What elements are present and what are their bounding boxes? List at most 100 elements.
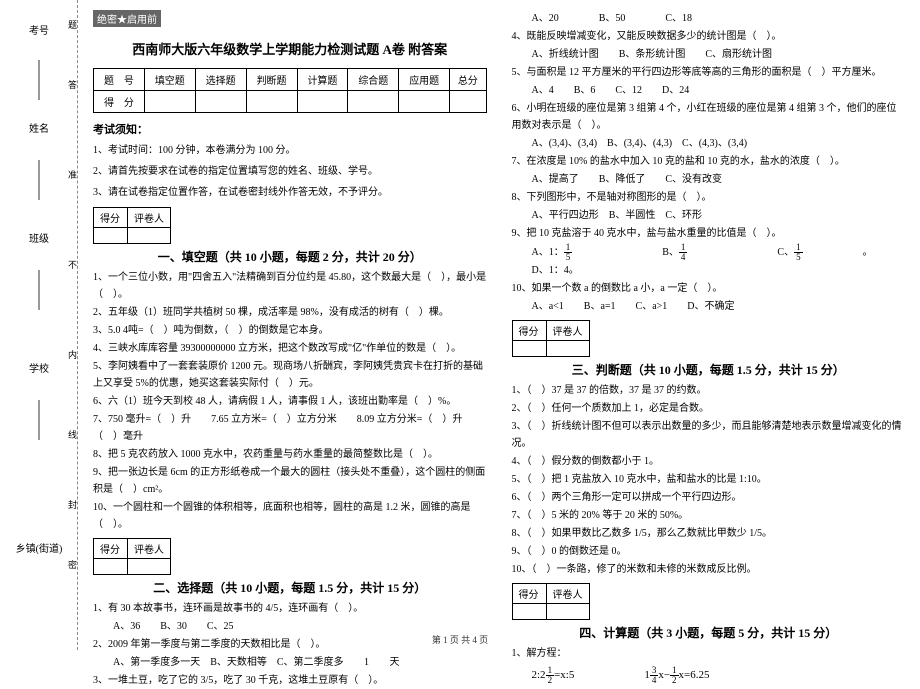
binding-hint: 答 [66, 80, 79, 107]
judge-item: 6、（ ）两个三角形一定可以拼成一个平行四边形。 [512, 489, 906, 506]
mini-score: 得分 [94, 208, 128, 228]
judge-item: 2、（ ）任何一个质数加上 1，必定是合数。 [512, 400, 906, 417]
notice-list: 1、考试时间：100 分钟，本卷满分为 100 分。 2、请首先按要求在试卷的指定… [93, 141, 487, 202]
opts-line: A、20 B、50 C、18 [512, 10, 906, 27]
opts-line: A、第一季度多一天 B、天数相等 C、第二季度多 1 天 [93, 654, 487, 671]
score-header-cell: 填空题 [144, 69, 195, 91]
judge-item: 8、（ ）如果甲数比乙数多 1/5，那么乙数就比甲数少 1/5。 [512, 525, 906, 542]
binding-label: 班级 [0, 230, 78, 245]
binding-hint: 内 [66, 350, 79, 377]
score-mini-2: 得分评卷人 [93, 538, 171, 575]
score-mini-1: 得分评卷人 [93, 207, 171, 244]
section1-title: 一、填空题（共 10 小题，每题 2 分，共计 20 分） [93, 248, 487, 265]
notice-title: 考试须知： [93, 121, 487, 137]
binding-label: 乡镇(街道) [0, 540, 78, 555]
score-cell [348, 91, 399, 113]
judge-item: 1、（ ）37 是 37 的倍数，37 是 37 的约数。 [512, 382, 906, 399]
mini-score: 得分 [94, 539, 128, 559]
question-item: 2、五年级（1）班同学共植树 50 棵，成活率是 98%，没有成活的树有（ ）棵… [93, 304, 487, 321]
mini-score: 得分 [512, 321, 546, 341]
question-item: 7、在浓度是 10% 的盐水中加入 10 克的盐和 10 克的水，盐水的浓度（ … [512, 153, 906, 170]
judge-item: 7、（ ）5 米的 20% 等于 20 米的 50%。 [512, 507, 906, 524]
question-item: 9、把一张边长是 6cm 的正方形纸卷成一个最大的圆柱（接头处不重叠），这个圆柱… [93, 464, 487, 498]
score-cell [144, 91, 195, 113]
right-column: A、20 B、50 C、18 4、既能反映增减变化，又能反映数据多少的统计图是（… [512, 10, 906, 650]
question-item: 7、750 毫升=（ ）升 7.65 立方米=（ ）立方分米 8.09 立方分米… [93, 411, 487, 445]
page-root: 考号姓名班级学校乡镇(街道) 题答准不内线封密 绝密★启用前 西南师大版六年级数… [0, 0, 920, 650]
question-item: 5、与面积是 12 平方厘米的平行四边形等底等高的三角形的面积是（ ）平方厘米。 [512, 64, 906, 81]
mini-grader: 评卷人 [546, 584, 589, 604]
judge-item: 3、（ ）折线统计图不但可以表示出数量的多少，而且能够清楚地表示数量增减变化的情… [512, 418, 906, 452]
eq1: 2:212=x:5 [532, 666, 575, 685]
binding-hint: 线 [66, 430, 79, 457]
opts-line: A、提高了 B、降低了 C、没有改变 [512, 171, 906, 188]
question-item: 10、如果一个数 a 的倒数比 a 小，a 一定（ ）。 [512, 280, 906, 297]
score-table: 题 号填空题选择题判断题计算题综合题应用题总分 得 分 [93, 68, 487, 113]
opts-line: A、1：15B、14C、15。D、1：4。 [512, 243, 906, 279]
score-mini-4: 得分评卷人 [512, 583, 590, 620]
section2-title: 二、选择题（共 10 小题，每题 1.5 分，共计 15 分） [93, 579, 487, 596]
binding-hint: 准 [66, 170, 79, 197]
left-column: 绝密★启用前 西南师大版六年级数学上学期能力检测试题 A卷 附答案 题 号填空题… [93, 10, 487, 650]
binding-hint: 不 [66, 260, 79, 287]
binding-strip: 考号姓名班级学校乡镇(街道) 题答准不内线封密 [0, 0, 78, 650]
secret-label: 绝密★启用前 [93, 10, 161, 27]
score-header-cell: 计算题 [297, 69, 348, 91]
binding-label: 姓名 [0, 120, 78, 135]
question-item: 8、把 5 克农药放入 1000 克水中，农药重量与药水重量的最简整数比是（ ）… [93, 446, 487, 463]
score-cell [450, 91, 486, 113]
opts-line: A、折线统计图 B、条形统计图 C、扇形统计图 [512, 46, 906, 63]
score-cell [195, 91, 246, 113]
question-item: 6、六（1）班今天到校 48 人，请病假 1 人，请事假 1 人，该班出勤率是（… [93, 393, 487, 410]
binding-hint: 密 [66, 560, 79, 587]
mini-score: 得分 [512, 584, 546, 604]
opts-line: A、a<1 B、a=1 C、a>1 D、不确定 [512, 298, 906, 315]
q3-opts: A、20 B、50 C、18 [512, 10, 906, 27]
right-list: 4、既能反映增减变化，又能反映数据多少的统计图是（ ）。A、折线统计图 B、条形… [512, 28, 906, 315]
score-mini-3: 得分评卷人 [512, 320, 590, 357]
question-item: 8、下列图形中，不是轴对称图形的是（ ）。 [512, 189, 906, 206]
calc-lead: 1、解方程： [512, 645, 906, 662]
exam-title: 西南师大版六年级数学上学期能力检测试题 A卷 附答案 [93, 39, 487, 58]
score-cell [246, 91, 297, 113]
equations-row: 2:212=x:5 134x−12x=6.25 [512, 666, 906, 685]
question-item: 4、既能反映增减变化，又能反映数据多少的统计图是（ ）。 [512, 28, 906, 45]
question-item: 1、有 30 本故事书，连环画是故事书的 4/5，连环画有（ ）。 [93, 600, 487, 617]
section3-list: 1、（ ）37 是 37 的倍数，37 是 37 的约数。2、（ ）任何一个质数… [512, 382, 906, 578]
page-footer: 第 1 页 共 4 页 [0, 633, 920, 646]
section3-title: 三、判断题（共 10 小题，每题 1.5 分，共计 15 分） [512, 361, 906, 378]
section1-list: 1、一个三位小数，用"四舍五入"法精确到百分位约是 45.80，这个数最大是（ … [93, 269, 487, 533]
judge-item: 10、（ ）一条路，修了的米数和未修的米数成反比例。 [512, 561, 906, 578]
eq2: 134x−12x=6.25 [644, 666, 709, 685]
score-cell [297, 91, 348, 113]
question-item: 9、把 10 克盐溶于 40 克水中，盐与盐水重量的比值是（ ）。 [512, 225, 906, 242]
notice-item: 1、考试时间：100 分钟，本卷满分为 100 分。 [93, 141, 487, 160]
content-area: 绝密★启用前 西南师大版六年级数学上学期能力检测试题 A卷 附答案 题 号填空题… [78, 0, 920, 650]
mini-grader: 评卷人 [128, 208, 171, 228]
judge-item: 5、（ ）把 1 克盐放入 10 克水中，盐和盐水的比是 1:10。 [512, 471, 906, 488]
question-item: 6、小明在班级的座位是第 3 组第 4 个，小红在班级的座位是第 4 组第 3 … [512, 100, 906, 134]
opts-line: A、平行四边形 B、半圆性 C、环形 [512, 207, 906, 224]
opts-line: A、(3,4)、(3,4) B、(3,4)、(4,3) C、(4,3)、(3,4… [512, 135, 906, 152]
question-item: 3、5.0 4吨=（ ）吨为倒数，（ ）的倒数是它本身。 [93, 322, 487, 339]
question-item: 1、一个三位小数，用"四舍五入"法精确到百分位约是 45.80，这个数最大是（ … [93, 269, 487, 303]
mini-grader: 评卷人 [128, 539, 171, 559]
section4-list: 1、解方程： 2:212=x:5 134x−12x=6.25 [512, 645, 906, 685]
notice-item: 2、请首先按要求在试卷的指定位置填写您的姓名、班级、学号。 [93, 162, 487, 181]
binding-hint: 题 [66, 20, 79, 47]
question-item: 10、一个圆柱和一个圆锥的体积相等，底面积也相等，圆柱的高是 1.2 米，圆锥的… [93, 499, 487, 533]
question-item: 3、一堆土豆，吃了它的 3/5，吃了 30 千克，这堆土豆原有（ ）。 [93, 672, 487, 689]
judge-item: 4、（ ）假分数的倒数都小于 1。 [512, 453, 906, 470]
notice-item: 3、请在试卷指定位置作答，在试卷密封线外作答无效，不予评分。 [93, 183, 487, 202]
score-cell [399, 91, 450, 113]
mini-grader: 评卷人 [546, 321, 589, 341]
score-header-cell: 题 号 [94, 69, 145, 91]
judge-item: 9、（ ）0 的倒数还是 0。 [512, 543, 906, 560]
question-item: 4、三峡水库库容量 39300000000 立方米，把这个数改写成"亿"作单位的… [93, 340, 487, 357]
binding-hint: 封 [66, 500, 79, 527]
score-header-cell: 综合题 [348, 69, 399, 91]
score-header-cell: 总分 [450, 69, 486, 91]
score-header-cell: 选择题 [195, 69, 246, 91]
score-header-cell: 应用题 [399, 69, 450, 91]
opts-line: A、4 B、6 C、12 D、24 [512, 82, 906, 99]
